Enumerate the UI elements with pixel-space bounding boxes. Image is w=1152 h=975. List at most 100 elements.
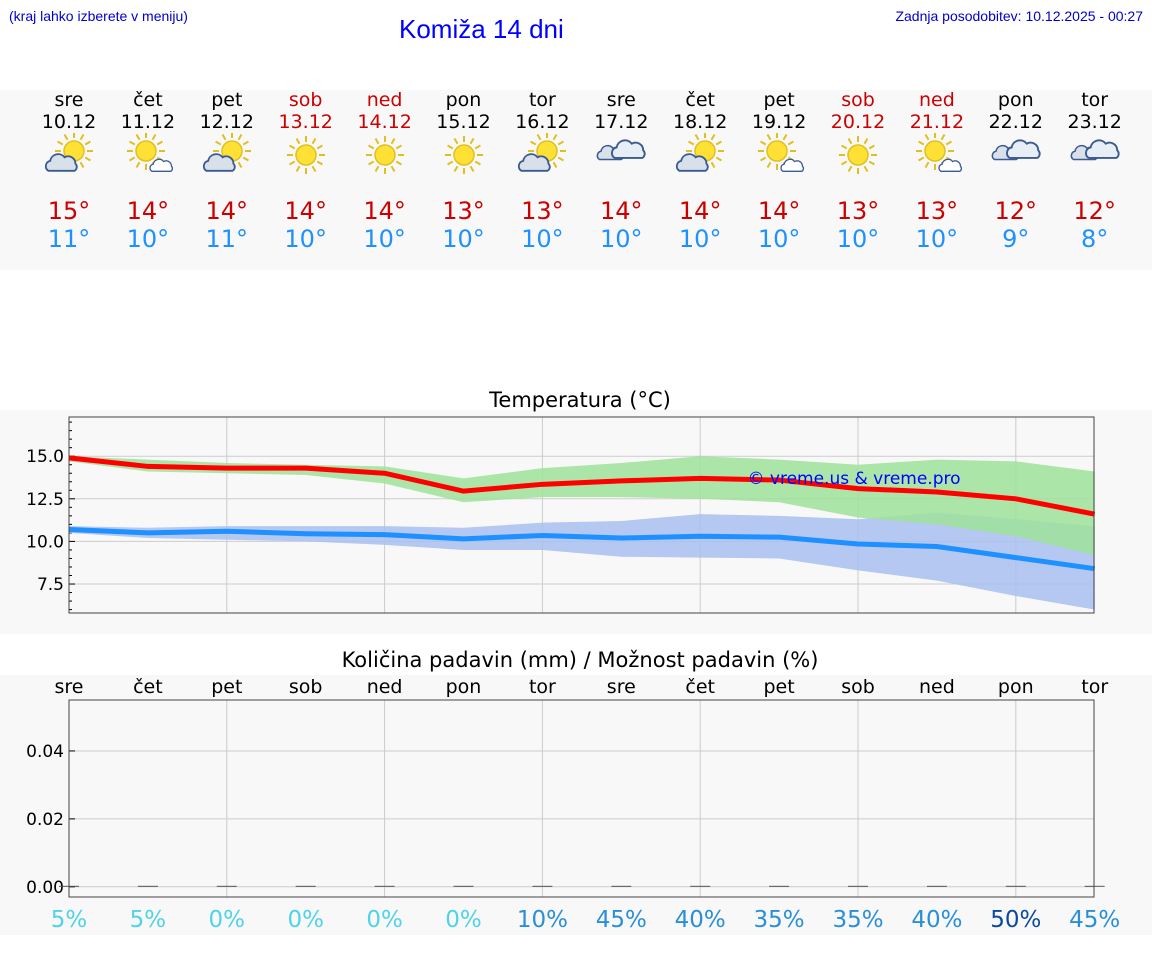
y-tick-label: 15.0 xyxy=(26,447,64,467)
min-temperature: 11° xyxy=(205,225,249,253)
last-updated: Zadnja posodobitev: 10.12.2025 - 00:27 xyxy=(895,8,1143,24)
watermark: © vreme.us & vreme.pro xyxy=(747,469,960,489)
precipitation-chart-title: Količina padavin (mm) / Možnost padavin … xyxy=(341,648,819,672)
day-name: pet xyxy=(763,89,795,111)
day-date: 11.12 xyxy=(120,111,176,133)
precipitation-probability: 40% xyxy=(675,907,726,933)
day-date: 12.12 xyxy=(199,111,254,133)
precipitation-probability: 0% xyxy=(366,907,403,933)
x-category-label: čet xyxy=(685,676,715,698)
x-category-label: tor xyxy=(1081,676,1108,698)
y-tick-label: 12.5 xyxy=(26,490,64,510)
day-date: 13.12 xyxy=(278,111,333,133)
temperature-plot-frame xyxy=(68,416,1095,614)
min-temperature: 10° xyxy=(678,225,722,253)
max-temperature: 14° xyxy=(126,197,170,225)
y-tick-label: 7.5 xyxy=(37,575,64,595)
precipitation-bar xyxy=(532,885,553,887)
min-temperature-line xyxy=(68,526,1096,572)
max-temperature: 13° xyxy=(836,197,880,225)
day-name: ned xyxy=(918,89,955,111)
max-temperature: 15° xyxy=(47,197,91,225)
day-date: 22.12 xyxy=(988,111,1043,133)
day-name: sre xyxy=(606,89,636,111)
y-tick-label: 0.02 xyxy=(26,810,64,830)
max-temperature: 14° xyxy=(205,197,249,225)
x-category-label: tor xyxy=(529,676,556,698)
precipitation-probability: 0% xyxy=(209,907,246,933)
sun-icon xyxy=(444,136,483,174)
day-date: 14.12 xyxy=(357,111,412,133)
precipitation-probability: 35% xyxy=(832,907,883,933)
precipitation-bar xyxy=(137,885,158,887)
min-temperature: 10° xyxy=(600,225,643,253)
day-name: sob xyxy=(288,89,323,111)
min-temperature: 10° xyxy=(521,225,564,253)
y-tick-label: 0.04 xyxy=(26,742,64,762)
day-date: 15.12 xyxy=(436,111,491,133)
min-temperature: 10° xyxy=(757,225,801,253)
min-temperature: 10° xyxy=(363,225,406,253)
precipitation-bar xyxy=(611,885,632,887)
x-category-label: pon xyxy=(998,676,1034,698)
precipitation-plot-frame xyxy=(68,699,1095,898)
sun-small-cloud-icon xyxy=(126,133,173,172)
max-temperature: 13° xyxy=(442,197,485,225)
precipitation-bar xyxy=(374,885,395,887)
day-date: 10.12 xyxy=(41,111,97,133)
temperature-chart: 7.5 10.0 12.5 15.0 © vreme.us & vreme.pro xyxy=(26,416,1096,614)
x-category-label: sre xyxy=(607,676,636,698)
y-tick-label: 0.00 xyxy=(26,878,64,898)
max-temperature: 13° xyxy=(521,197,564,225)
x-category-label: ned xyxy=(919,676,955,698)
day-date: 21.12 xyxy=(909,111,965,133)
location-hint-link[interactable]: (kraj lahko izberete v meniju) xyxy=(9,8,188,24)
precipitation-bar xyxy=(216,885,237,887)
page-title: Komiža 14 dni xyxy=(399,14,564,44)
max-temperature-line xyxy=(68,455,1096,517)
temperature-chart-title: Temperatura (°C) xyxy=(489,388,671,412)
day-date: 16.12 xyxy=(515,111,570,133)
min-temperature: 10° xyxy=(284,225,327,253)
precipitation-plot-area xyxy=(69,700,1094,897)
day-name: pet xyxy=(211,89,243,111)
precipitation-bar xyxy=(690,885,711,887)
max-temperature: 13° xyxy=(915,197,959,225)
sun-small-cloud-icon xyxy=(915,133,962,172)
min-temperature: 10° xyxy=(442,225,485,253)
precipitation-bar xyxy=(453,885,474,887)
min-temperature: 10° xyxy=(836,225,880,253)
precipitation-bar xyxy=(295,885,316,887)
max-temperature: 12° xyxy=(1073,197,1116,225)
max-temperature: 12° xyxy=(994,197,1038,225)
cloud-icon xyxy=(596,139,646,161)
y-tick-label: 10.0 xyxy=(26,532,64,552)
precipitation-bar xyxy=(769,885,790,887)
sun-icon xyxy=(839,136,877,174)
min-temperature: 10° xyxy=(126,225,170,253)
sun-small-cloud-icon xyxy=(758,133,805,172)
min-temperature: 8° xyxy=(1081,225,1109,253)
day-name: čet xyxy=(685,89,715,111)
max-temperature-range xyxy=(69,456,1095,556)
x-category-label: pet xyxy=(763,676,794,698)
cloud-icon xyxy=(991,139,1041,161)
precipitation-probability: 40% xyxy=(911,907,962,933)
precipitation-bar xyxy=(1005,885,1026,887)
day-date: 18.12 xyxy=(672,111,728,133)
precipitation-probability: 0% xyxy=(445,907,482,933)
x-category-label: sob xyxy=(841,676,875,698)
day-name: sre xyxy=(54,89,84,111)
day-name: tor xyxy=(1081,89,1109,111)
day-name: tor xyxy=(528,89,556,111)
sun-cloud-icon xyxy=(518,133,567,172)
precipitation-probability: 35% xyxy=(754,907,805,933)
precipitation-bar xyxy=(848,885,868,887)
precipitation-probability: 0% xyxy=(287,907,324,933)
min-temperature: 10° xyxy=(915,225,959,253)
max-temperature: 14° xyxy=(284,197,327,225)
min-temperature: 9° xyxy=(1002,225,1030,253)
forecast-band xyxy=(0,90,1152,270)
sun-cloud-icon xyxy=(676,133,725,172)
day-name: pon xyxy=(997,89,1034,111)
